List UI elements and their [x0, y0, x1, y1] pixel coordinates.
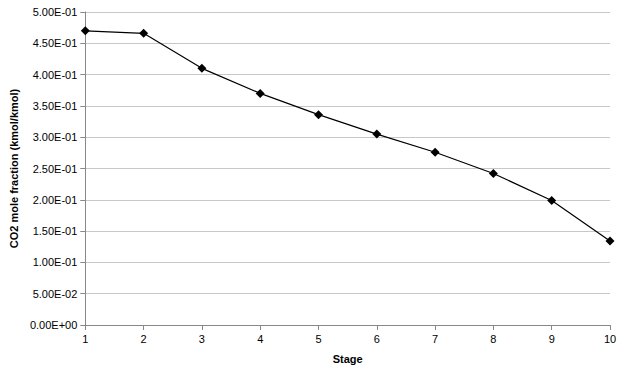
- svg-text:5.00E-02: 5.00E-02: [33, 288, 78, 300]
- svg-text:4.50E-01: 4.50E-01: [33, 37, 78, 49]
- svg-text:4: 4: [257, 333, 263, 345]
- svg-text:3: 3: [199, 333, 205, 345]
- svg-text:0.00E+00: 0.00E+00: [30, 319, 77, 331]
- svg-text:2: 2: [141, 333, 147, 345]
- svg-text:2.00E-01: 2.00E-01: [33, 194, 78, 206]
- svg-text:1.00E-01: 1.00E-01: [33, 256, 78, 268]
- svg-text:6: 6: [374, 333, 380, 345]
- svg-text:3.00E-01: 3.00E-01: [33, 131, 78, 143]
- svg-text:8: 8: [490, 333, 496, 345]
- svg-text:1.50E-01: 1.50E-01: [33, 225, 78, 237]
- svg-text:CO2 mole fraction (kmol/kmol): CO2 mole fraction (kmol/kmol): [8, 88, 20, 248]
- svg-text:4.00E-01: 4.00E-01: [33, 69, 78, 81]
- svg-text:5: 5: [315, 333, 321, 345]
- svg-text:1: 1: [82, 333, 88, 345]
- svg-text:10: 10: [604, 333, 616, 345]
- svg-text:2.50E-01: 2.50E-01: [33, 163, 78, 175]
- svg-text:7: 7: [432, 333, 438, 345]
- svg-text:3.50E-01: 3.50E-01: [33, 100, 78, 112]
- svg-text:5.00E-01: 5.00E-01: [33, 6, 78, 18]
- svg-text:Stage: Stage: [333, 353, 363, 365]
- svg-text:9: 9: [549, 333, 555, 345]
